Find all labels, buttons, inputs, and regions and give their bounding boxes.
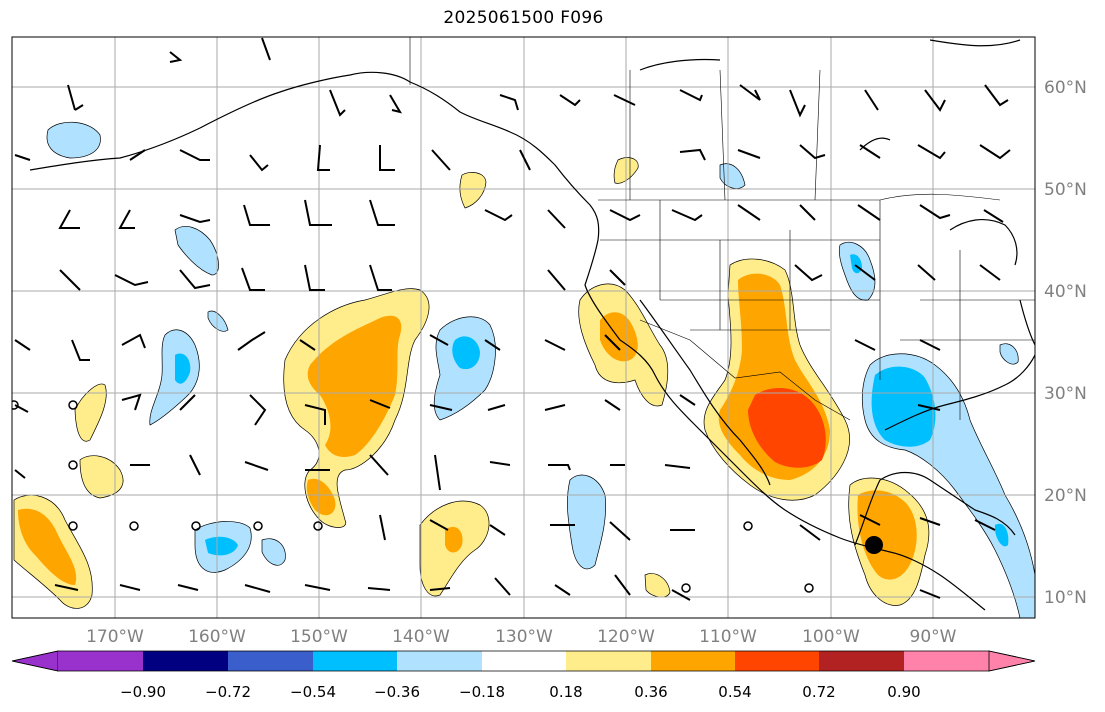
wind-barbs xyxy=(14,37,1011,601)
colorbar-tick-label: 0.90 xyxy=(887,683,920,701)
colorbar xyxy=(11,650,1036,672)
lat-label: 20°N xyxy=(1044,486,1087,506)
colorbar-tick-label: 0.54 xyxy=(718,683,751,701)
lon-label: 150°W xyxy=(290,627,348,647)
map-frame xyxy=(11,36,1036,619)
lon-axis: 170°W 160°W 150°W 140°W 130°W 120°W 110°… xyxy=(86,627,957,647)
grid-lines xyxy=(12,37,1035,618)
colorbar-tick-label: 0.72 xyxy=(802,683,835,701)
lat-label: 60°N xyxy=(1044,78,1087,98)
lon-label: 110°W xyxy=(699,627,757,647)
colorbar-ticks: −0.90 −0.72 −0.54 −0.36 −0.18 0.18 0.36 … xyxy=(120,683,921,701)
colorbar-tick-label: 0.36 xyxy=(634,683,667,701)
location-marker xyxy=(865,536,883,554)
colorbar-tick-label: −0.18 xyxy=(459,683,505,701)
lat-label: 30°N xyxy=(1044,384,1087,404)
lat-label: 40°N xyxy=(1044,282,1087,302)
lat-label: 10°N xyxy=(1044,588,1087,608)
lon-label: 170°W xyxy=(86,627,144,647)
lon-label: 90°W xyxy=(910,627,957,647)
colorbar-extend-max xyxy=(988,650,1036,672)
colorbar-tick-label: −0.72 xyxy=(205,683,251,701)
lat-label: 50°N xyxy=(1044,180,1087,200)
coastlines xyxy=(29,39,1035,611)
colorbar-tick-label: 0.18 xyxy=(549,683,582,701)
lon-label: 160°W xyxy=(188,627,246,647)
colorbar-extend-min xyxy=(11,650,59,672)
lon-label: 130°W xyxy=(495,627,553,647)
calm-circles xyxy=(12,400,814,593)
lat-axis: 60°N 50°N 40°N 30°N 20°N 10°N xyxy=(1044,78,1087,608)
map-canvas xyxy=(12,37,1035,618)
map-title: 2025061500 F096 xyxy=(443,8,604,28)
lon-label: 140°W xyxy=(392,627,450,647)
political-borders xyxy=(409,37,1035,421)
lon-label: 120°W xyxy=(597,627,655,647)
lon-label: 100°W xyxy=(802,627,860,647)
colorbar-tick-label: −0.54 xyxy=(290,683,336,701)
colorbar-tick-label: −0.36 xyxy=(374,683,420,701)
colorbar-tick-label: −0.90 xyxy=(120,683,166,701)
